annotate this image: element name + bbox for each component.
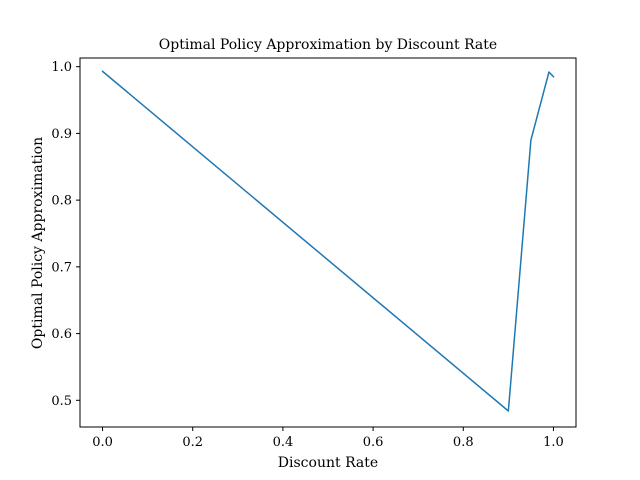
chart-title: Optimal Policy Approximation by Discount…: [159, 37, 497, 53]
x-axis-title: Discount Rate: [278, 455, 378, 471]
plot-frame: [79, 57, 577, 428]
y-axis-title: Optimal Policy Approximation: [30, 137, 46, 349]
y-tick-label: 1.0: [51, 60, 72, 75]
y-tick-label: 0.7: [51, 260, 72, 275]
y-tick-label: 0.9: [51, 127, 72, 142]
y-tick-label: 0.6: [51, 327, 72, 342]
x-tick-label: 0.4: [273, 435, 294, 450]
y-tick-label: 0.8: [51, 194, 72, 209]
y-tick-label: 0.5: [51, 394, 72, 409]
x-tick-label: 1.0: [543, 435, 564, 450]
x-tick-label: 0.8: [453, 435, 474, 450]
x-tick-label: 0.2: [182, 435, 203, 450]
x-tick-label: 0.6: [363, 435, 384, 450]
series-line: [101, 70, 555, 412]
x-axis: 0.0 0.2 0.4 0.6 0.8 1.0: [92, 427, 564, 450]
series-layer: [101, 70, 555, 412]
x-tick-label: 0.0: [92, 435, 113, 450]
y-axis: 0.5 0.6 0.7 0.8 0.9 1.0: [51, 60, 80, 409]
